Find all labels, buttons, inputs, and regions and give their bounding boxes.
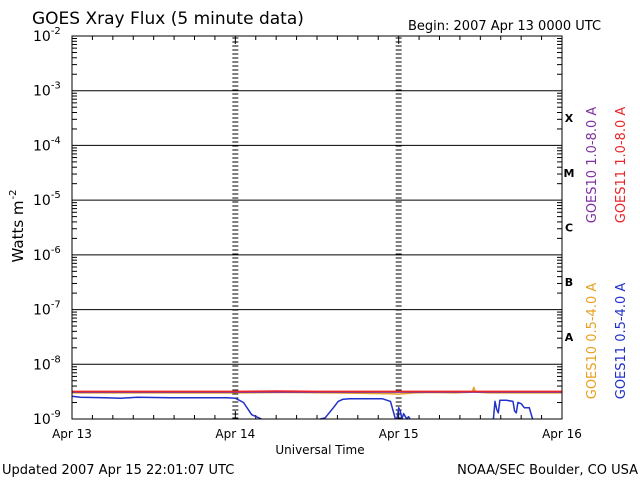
series-line-3 bbox=[320, 397, 397, 420]
legend-goes11-short: GOES11 0.5-4.0 A bbox=[614, 283, 629, 400]
y-tick-base: 10 bbox=[33, 303, 51, 319]
y-tick-exponent: -5 bbox=[51, 190, 61, 201]
updated-timestamp: Updated 2007 Apr 15 22:01:07 UTC bbox=[2, 463, 234, 478]
x-tick-label: Apr 14 bbox=[215, 427, 255, 441]
source-credit: NOAA/SEC Boulder, CO USA bbox=[457, 463, 638, 478]
y-tick-label: 10-6 bbox=[33, 245, 61, 264]
flare-class-label: B bbox=[565, 276, 573, 289]
x-tick-label: Apr 16 bbox=[542, 427, 582, 441]
y-tick-exponent: -4 bbox=[51, 135, 61, 146]
y-tick-base: 10 bbox=[33, 193, 51, 209]
begin-label: Begin: 2007 Apr 13 0000 UTC bbox=[408, 19, 601, 34]
flare-class-label: A bbox=[565, 331, 574, 344]
series-line-3 bbox=[492, 399, 534, 420]
series-line-3 bbox=[71, 395, 262, 420]
y-tick-exponent: -3 bbox=[51, 81, 61, 92]
x-tick-label: Apr 15 bbox=[379, 427, 419, 441]
y-tick-label: 10-9 bbox=[33, 409, 61, 428]
series-line-3 bbox=[396, 407, 411, 420]
y-tick-label: 10-7 bbox=[33, 300, 61, 319]
series-lines bbox=[71, 386, 562, 420]
y-tick-label: 10-5 bbox=[33, 190, 61, 209]
x-axis-label: Universal Time bbox=[275, 443, 364, 457]
flare-class-label: C bbox=[565, 222, 573, 235]
y-tick-label: 10-3 bbox=[33, 81, 61, 100]
y-tick-base: 10 bbox=[33, 138, 51, 154]
y-axis-tick-labels: 10-210-310-410-510-610-710-810-9 bbox=[33, 26, 61, 428]
y-tick-exponent: -7 bbox=[51, 300, 61, 311]
y-tick-base: 10 bbox=[33, 412, 51, 428]
y-tick-label: 10-2 bbox=[33, 26, 61, 45]
y-tick-base: 10 bbox=[33, 84, 51, 100]
y-axis-label-text: Watts m bbox=[9, 200, 27, 262]
x-tick-label: Apr 13 bbox=[52, 427, 92, 441]
y-tick-label: 10-8 bbox=[33, 354, 61, 373]
plot-grid bbox=[71, 35, 563, 420]
y-tick-exponent: -2 bbox=[51, 26, 61, 37]
chart-title: GOES Xray Flux (5 minute data) bbox=[32, 9, 304, 29]
y-tick-exponent: -9 bbox=[51, 409, 61, 420]
legend-goes10-long: GOES10 1.0-8.0 A bbox=[585, 107, 600, 224]
flare-class-labels: X M C B A bbox=[564, 112, 575, 344]
y-tick-exponent: -6 bbox=[51, 245, 61, 256]
x-axis-tick-labels: Apr 13 Apr 14 Apr 15 Apr 16 bbox=[52, 427, 582, 441]
y-tick-exponent: -8 bbox=[51, 354, 61, 365]
legend-goes10-short: GOES10 0.5-4.0 A bbox=[585, 283, 600, 400]
y-tick-base: 10 bbox=[33, 248, 51, 264]
legend-goes11-long: GOES11 1.0-8.0 A bbox=[614, 107, 629, 224]
flare-class-label: M bbox=[564, 167, 575, 180]
y-axis-label: Watts m-2 bbox=[8, 189, 27, 262]
flare-class-label: X bbox=[565, 112, 574, 125]
y-tick-label: 10-4 bbox=[33, 135, 61, 154]
y-tick-base: 10 bbox=[33, 357, 51, 373]
plot-frame bbox=[71, 35, 563, 420]
y-axis-label-exponent: -2 bbox=[8, 189, 19, 199]
y-tick-base: 10 bbox=[33, 29, 51, 45]
